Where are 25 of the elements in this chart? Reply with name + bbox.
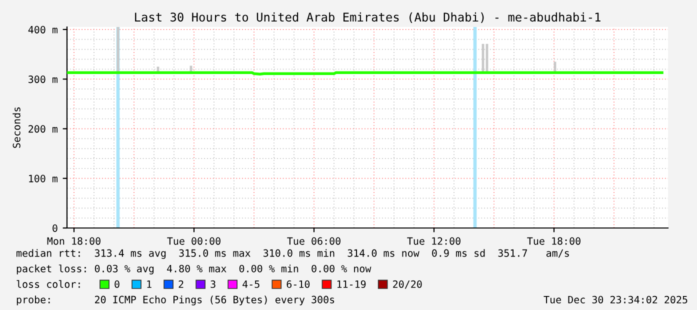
legend-label: 6-10 [286,280,310,288]
text: probe: 20 ICMP Echo Pings (56 Bytes) every 300s [16,296,334,306]
legend-label: 1 [147,280,152,288]
legend-label: 11-19 [337,280,366,288]
y-tick-label: 0 [52,224,58,232]
text: Tue Dec 30 23:34:02 2025 [544,296,688,304]
x-tick-label: Tue 06:00 [287,237,340,245]
y-tick-label: 300 m [28,76,58,84]
text: packet loss: 0.03 % avg 4.80 % max 0.00 % min 0.00 % now [16,264,372,274]
legend-label: 4-5 [242,280,260,288]
chart-title: Last 30 Hours to United Arab Emirates (Abu Dhabi) - me-abudhabi-1 [135,12,600,24]
legend-label: 2 [178,280,184,288]
y-tick-label: 200 m [28,125,58,133]
y-tick-label: 400 m [28,26,58,34]
text: median rtt: 313.4 ms avg 315.0 ms max 310.0 ms min 314.0 ms now 0.9 ms sd 351.7 am/s [16,249,569,259]
x-tick-label: Tue 12:00 [407,237,460,245]
legend-title: loss color: [16,280,80,288]
y-axis-title: Seconds [12,107,20,148]
legend-label: 20/20 [393,280,422,289]
x-tick-label: Mon 18:00 [47,237,100,245]
x-tick-label: Tue 18:00 [527,237,580,245]
legend-label: 0 [114,280,120,288]
y-tick-label: 100 m [29,174,58,182]
legend-label: 3 [210,280,216,288]
x-tick-label: Tue 00:00 [167,237,220,245]
